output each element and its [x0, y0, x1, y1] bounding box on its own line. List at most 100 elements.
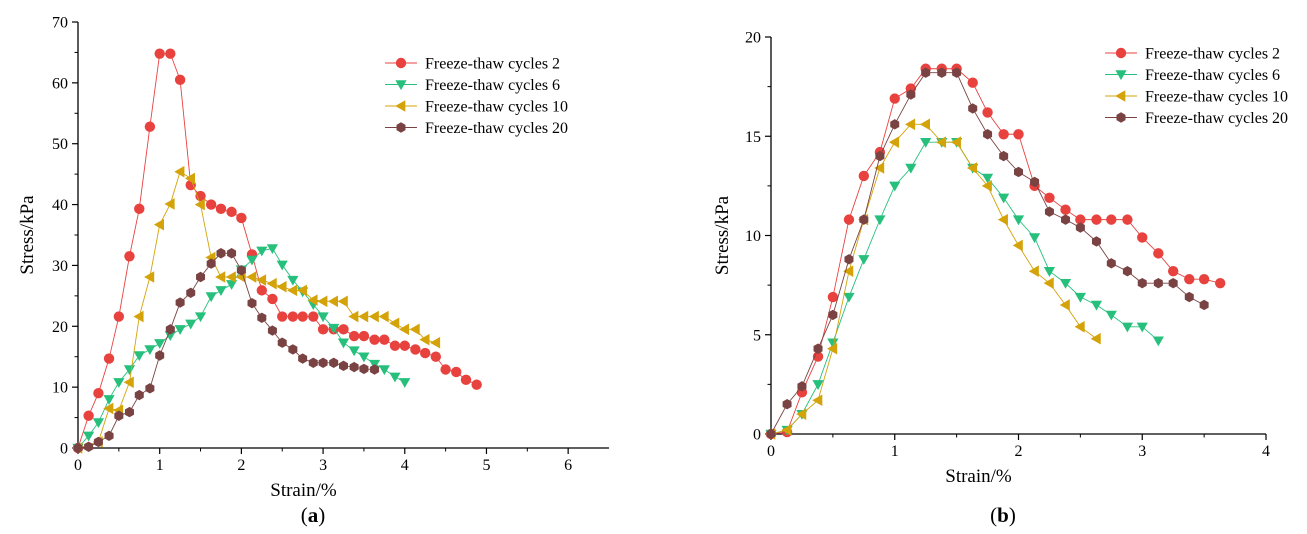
- chart-b-legend-marker: [1116, 112, 1126, 123]
- chart-b-series-2-point: [1059, 278, 1072, 289]
- chart-a-series-4-point: [175, 297, 185, 308]
- chart-b-series-4-point: [952, 67, 962, 78]
- chart-a-series-1-point: [267, 293, 278, 305]
- chart-b-series-4-point: [875, 150, 885, 162]
- chart-b-series-1-point: [1215, 277, 1226, 289]
- chart-b-series-2-point: [843, 292, 855, 303]
- chart-a-series-3-point: [398, 323, 410, 336]
- chart-b-series-2-point: [827, 338, 839, 349]
- chart-a-series-2-point: [399, 378, 411, 388]
- chart-a-series-1-point: [440, 364, 451, 375]
- chart-b-series-4-point: [1106, 258, 1116, 269]
- chart-b-series-1-point: [1167, 266, 1179, 277]
- chart-b-series-4-point: [813, 343, 823, 354]
- chart-a-series-4-point: [114, 410, 124, 421]
- chart-a-series-2-point: [256, 246, 268, 257]
- chart-a-series-1-point: [399, 340, 410, 351]
- chart-a-series-1-point: [308, 311, 319, 322]
- chart-a-x-tick-label: 4: [401, 457, 409, 474]
- chart-a-series-1-point: [471, 379, 482, 390]
- chart-a-series-3-point: [246, 271, 257, 283]
- chart-b-series-3-point: [981, 180, 992, 192]
- chart-a-series-2-point: [154, 339, 166, 349]
- chart-b-legend-label: Freeze-thaw cycles 20: [1145, 110, 1288, 127]
- chart-a-series-3-point: [276, 280, 287, 293]
- chart-b-series-2-point: [1074, 292, 1086, 303]
- chart-a-series-3-point: [174, 165, 185, 178]
- chart-a-series-4-point: [93, 436, 103, 448]
- chart-b-series-4-point: [983, 129, 993, 140]
- chart-a-x-tick-label: 2: [237, 457, 245, 474]
- chart-b-series-2-point: [1012, 215, 1025, 226]
- chart-a-series-3-point: [337, 295, 348, 308]
- chart-a-series-4-point: [349, 361, 359, 373]
- chart-a-series-3-point: [368, 310, 379, 323]
- chart-b-y-tick-label: 5: [753, 327, 761, 344]
- chart-a-series-4-point: [227, 248, 237, 259]
- chart-b-series-3-point: [935, 136, 947, 149]
- chart-a-series-4-point: [288, 344, 298, 355]
- chart-b-series-1-point: [889, 93, 900, 104]
- chart-a-y-tick-label: 0: [60, 441, 68, 458]
- chart-a-series-1-point: [124, 251, 135, 262]
- chart-a-series-4-point: [359, 363, 369, 375]
- chart-b-series-3-point: [1074, 321, 1085, 333]
- chart-b-series-1-point: [1044, 192, 1055, 203]
- chart-a-series-3-point: [348, 310, 359, 323]
- chart-b-series-3-point: [919, 118, 930, 131]
- chart-a-series-1-point: [297, 311, 308, 322]
- chart-a-series-3-point: [164, 198, 175, 210]
- chart-b-series-1-point: [827, 291, 839, 303]
- chart-b-y-tick-label: 20: [745, 30, 761, 47]
- chart-a-series-2-point: [378, 365, 390, 376]
- chart-a-series-3-point: [296, 284, 307, 297]
- chart-b-series-4-point: [1137, 277, 1147, 289]
- chart-a-series-1-point: [93, 388, 104, 399]
- chart-b-series-2: [765, 138, 1164, 440]
- chart-a-legend-marker: [395, 100, 406, 112]
- chart-a-series-1-point: [144, 121, 156, 132]
- chart-b-series-3-point: [874, 162, 885, 174]
- chart-a-legend-label: Freeze-thaw cycles 10: [425, 99, 568, 116]
- chart-a-series-4-point: [206, 258, 216, 269]
- chart-b-legend-marker: [1115, 70, 1127, 81]
- chart-a-series-2-point: [205, 292, 217, 303]
- chart-a-series-2-point: [276, 260, 288, 271]
- chart-b-caption-letter: b: [997, 503, 1009, 527]
- chart-a-series-1-point: [389, 340, 401, 351]
- chart-a-series-1-point: [451, 366, 462, 378]
- chart-b-series-4: [766, 67, 1209, 440]
- chart-b-series-4-line: [770, 72, 1205, 435]
- chart-b-series-1-point: [1153, 248, 1164, 259]
- chart-b-series-1-point: [1060, 204, 1071, 215]
- panel-a-chart: 0 1 2 3 4 5 6010203040506070Strain/%Stress/kPa…: [17, 15, 609, 527]
- chart-a-series-3-point: [307, 294, 318, 306]
- chart-a-series-2-point: [174, 325, 186, 335]
- chart-a-series-4-point: [277, 337, 287, 348]
- chart-a-y-tick-label: 60: [52, 75, 68, 92]
- chart-a-series-4-point: [247, 297, 257, 309]
- chart-a-x-tick-label: 5: [482, 457, 490, 474]
- chart-b-series-1-point: [1137, 232, 1148, 243]
- chart-a-series-4-point: [267, 325, 277, 336]
- chart-b-series-1-point: [1198, 273, 1210, 285]
- chart-b-series-3-point: [1090, 332, 1101, 345]
- chart-b-series-4-point: [1030, 176, 1040, 188]
- chart-a-series-4-point: [339, 360, 348, 372]
- chart-b-series-2-line: [770, 141, 1159, 435]
- chart-a-series-2-point: [113, 378, 125, 388]
- chart-b-x-tick-label: 4: [1262, 443, 1270, 460]
- chart-b-series-1-point: [843, 214, 855, 225]
- chart-a-series-3-point: [256, 274, 267, 286]
- chart-b-series-4-point: [766, 428, 776, 440]
- chart-a-series-2-point: [266, 244, 279, 254]
- chart-b-series-4-point: [1122, 266, 1132, 277]
- chart-b-legend-label: Freeze-thaw cycles 6: [1145, 67, 1280, 84]
- chart-b-series-2-point: [1090, 300, 1103, 311]
- chart-a-series-1-point: [205, 199, 217, 210]
- chart-b-series-4-point: [1044, 206, 1054, 217]
- chart-b-series-3-point: [888, 136, 900, 149]
- chart-b-series-2-point: [874, 215, 886, 226]
- chart-b-y-tick-label: 15: [745, 129, 761, 146]
